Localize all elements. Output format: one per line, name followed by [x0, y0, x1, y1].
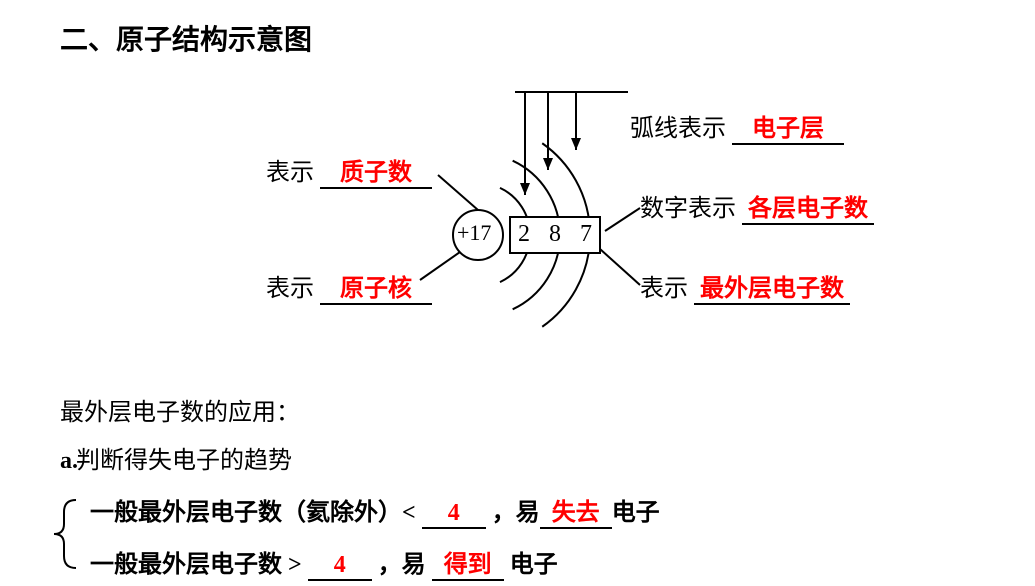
- shell-value-2: 7: [580, 221, 592, 248]
- label-proton: 表示 质子数: [266, 152, 432, 189]
- brace-icon: [0, 0, 100, 586]
- atom-diagram: [0, 0, 1035, 360]
- nucleus-text: +17: [457, 220, 491, 246]
- label-nucleus-answer: 原子核: [320, 268, 432, 305]
- label-nucleus: 表示 原子核: [266, 268, 432, 305]
- rule2-verb: 得到: [432, 544, 504, 581]
- rule2-mid: ，易: [378, 552, 426, 578]
- label-outermost-prefix: 表示: [640, 276, 688, 302]
- label-outermost: 表示 最外层电子数: [640, 268, 850, 305]
- label-arc: 弧线表示 电子层: [630, 108, 844, 145]
- rule1-mid: ，易: [492, 500, 540, 526]
- rule2-n: 4: [308, 552, 372, 581]
- label-arc-prefix: 弧线表示: [630, 116, 726, 142]
- shell-value-1: 8: [549, 221, 561, 248]
- label-digits-prefix: 数字表示: [640, 196, 736, 222]
- label-proton-prefix: 表示: [266, 160, 314, 186]
- label-outermost-answer: 最外层电子数: [694, 268, 850, 305]
- item-a-text: 判断得失电子的趋势: [76, 448, 292, 474]
- label-proton-answer: 质子数: [320, 152, 432, 189]
- rule2-post: 电子: [510, 552, 558, 578]
- rule1: 一般最外层电子数（氦除外）< 4 ，易失去电子: [90, 492, 660, 529]
- rule2: 一般最外层电子数 > 4 ，易 得到 电子: [90, 544, 558, 581]
- label-digits-answer: 各层电子数: [742, 188, 874, 225]
- label-digits: 数字表示 各层电子数: [640, 188, 874, 225]
- rule1-verb: 失去: [540, 492, 612, 529]
- label-arc-answer: 电子层: [732, 108, 844, 145]
- rule1-post: 电子: [612, 500, 660, 526]
- rule1-pre: 一般最外层电子数（氦除外）<: [90, 500, 416, 526]
- shell-value-0: 2: [518, 221, 530, 248]
- label-nucleus-prefix: 表示: [266, 276, 314, 302]
- rule2-pre: 一般最外层电子数 >: [90, 552, 302, 578]
- rule1-n: 4: [422, 500, 486, 529]
